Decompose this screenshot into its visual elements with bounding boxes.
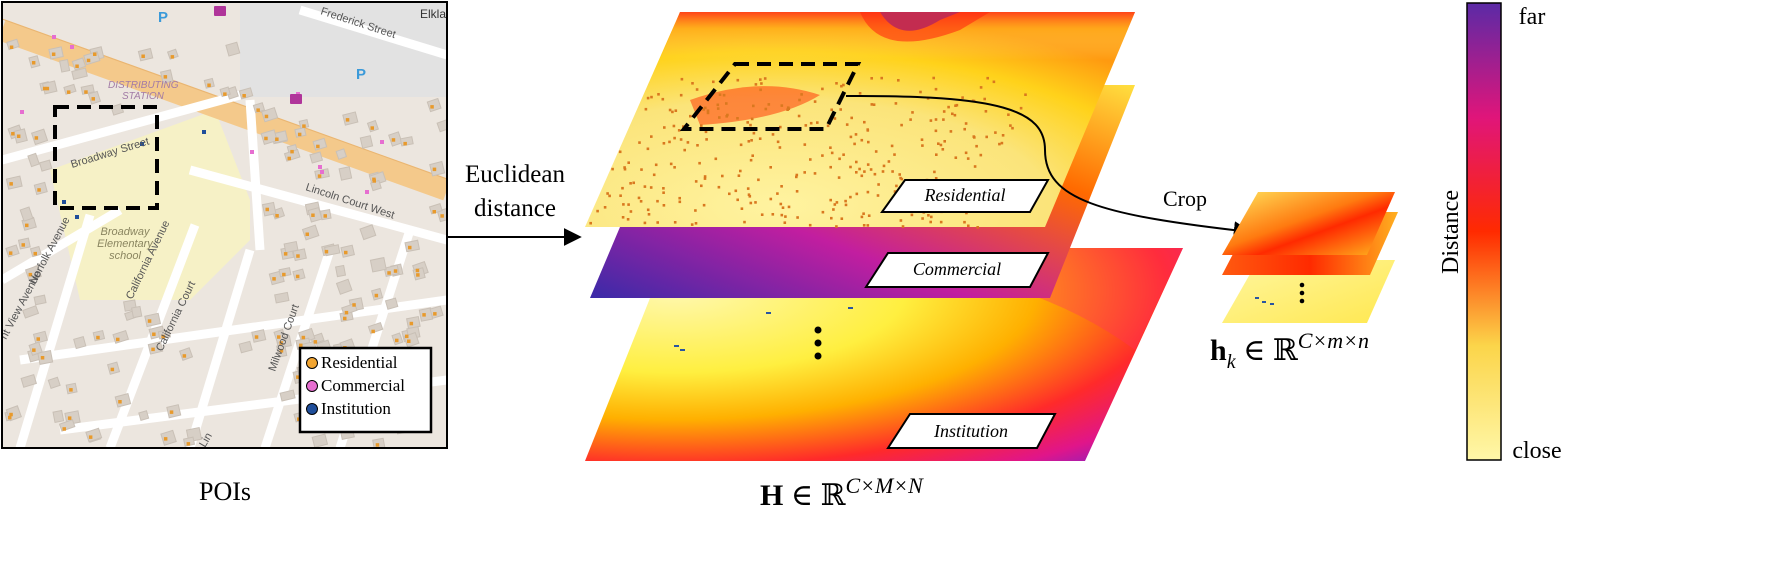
map-label-distributing: DISTRIBUTING [108, 80, 179, 91]
layer-residential [585, 12, 1135, 229]
euclidean-label-1: Euclidean [465, 161, 565, 188]
map-label-school-1: Broadway [101, 226, 151, 238]
residential-label: Residential [924, 185, 1006, 205]
layer-ellipsis [814, 326, 822, 360]
small-tensor-formula: hk ∈ ℝC×m×n [1210, 328, 1369, 373]
map-caption: POIs [199, 477, 251, 506]
commercial-label: Commercial [913, 259, 1001, 279]
legend-label-commercial: Commercial [321, 376, 405, 395]
map-label-school-3: school [109, 250, 141, 262]
map-label-school-2: Elementary [97, 238, 154, 250]
shopping-icon [214, 6, 302, 104]
crop-arrow [845, 94, 1252, 240]
colorbar [1466, 2, 1502, 461]
map-label-elk: Elkla [420, 7, 446, 21]
colorbar-far-label: far [1519, 4, 1546, 30]
residential-label-box [880, 179, 1050, 213]
legend-marker-institution [306, 403, 318, 415]
commercial-label-box [864, 252, 1050, 288]
institution-label: Institution [933, 421, 1008, 441]
legend-marker-commercial [306, 380, 318, 392]
euclidean-label-2: distance [474, 195, 556, 222]
cropped-stack [1222, 192, 1398, 323]
map-label-station: STATION [122, 91, 165, 102]
legend-marker-residential [306, 357, 318, 369]
institution-label-box [886, 413, 1057, 449]
parking-icon: P [158, 9, 168, 26]
legend-label-institution: Institution [321, 399, 391, 418]
layer-crop-box [679, 62, 862, 131]
poi-map: Frederick Street Broadway Street Lincoln… [1, 1, 448, 450]
big-tensor-formula: H ∈ ℝC×M×N [760, 473, 924, 512]
street-label-lin: Lin [197, 431, 215, 450]
map-legend: Residential Commercial Institution [298, 346, 433, 434]
colorbar-close-label: close [1512, 438, 1561, 464]
crop-region-box [53, 105, 159, 210]
parking-icon-2: P [356, 66, 366, 83]
colorbar-title: Distance [1438, 190, 1464, 274]
legend-label-residential: Residential [321, 353, 398, 372]
crop-label: Crop [1163, 186, 1207, 211]
